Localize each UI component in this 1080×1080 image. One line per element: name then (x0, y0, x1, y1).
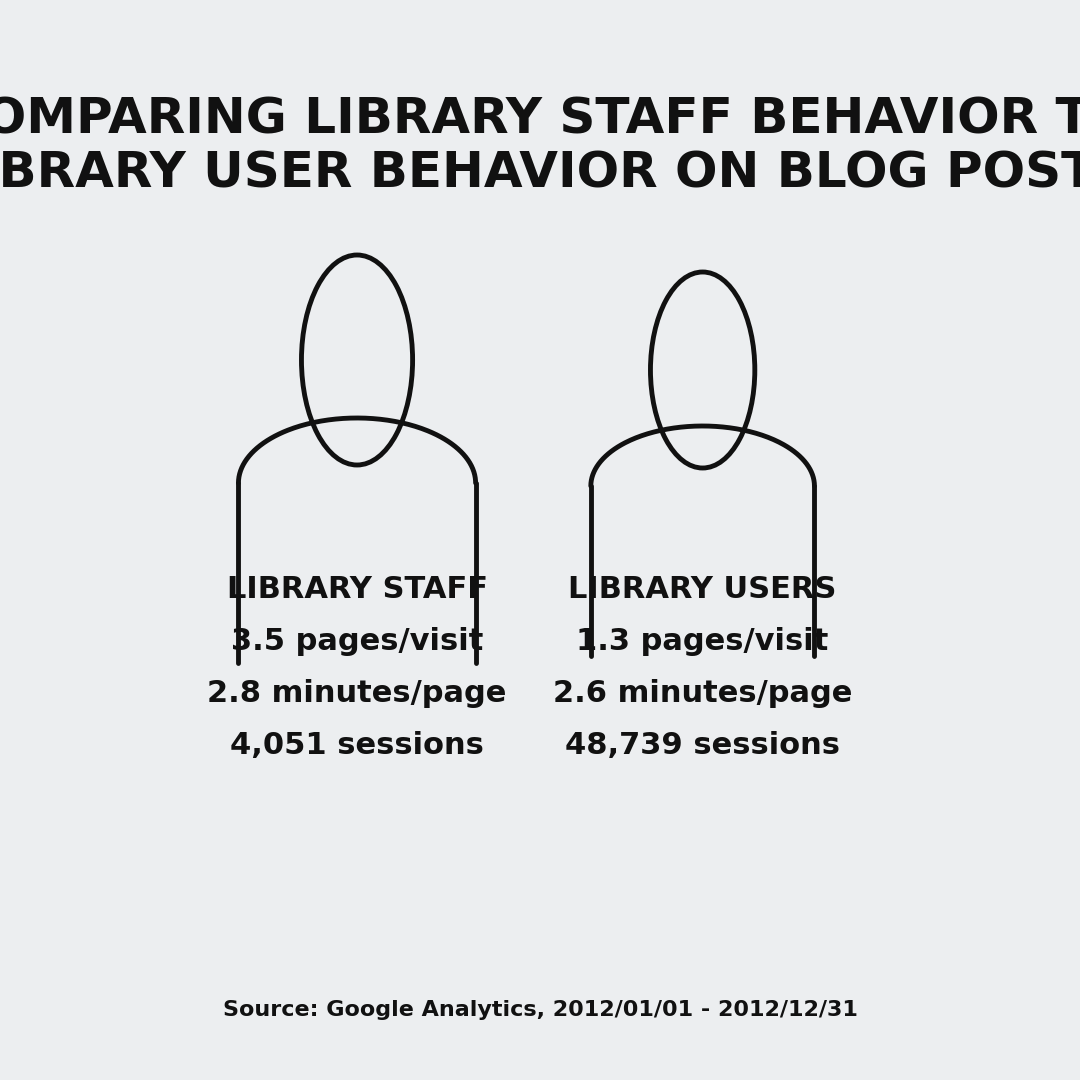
Text: COMPARING LIBRARY STAFF BEHAVIOR TO: COMPARING LIBRARY STAFF BEHAVIOR TO (0, 95, 1080, 143)
Text: LIBRARY USERS: LIBRARY USERS (568, 575, 837, 604)
Text: 48,739 sessions: 48,739 sessions (565, 731, 840, 760)
Text: Source: Google Analytics, 2012/01/01 - 2012/12/31: Source: Google Analytics, 2012/01/01 - 2… (222, 1000, 858, 1020)
Text: 2.6 minutes/page: 2.6 minutes/page (553, 679, 852, 708)
Text: LIBRARY USER BEHAVIOR ON BLOG POSTS: LIBRARY USER BEHAVIOR ON BLOG POSTS (0, 150, 1080, 198)
Text: 2.8 minutes/page: 2.8 minutes/page (207, 679, 507, 708)
Text: 1.3 pages/visit: 1.3 pages/visit (577, 627, 828, 656)
Text: 4,051 sessions: 4,051 sessions (230, 731, 484, 760)
Text: 3.5 pages/visit: 3.5 pages/visit (231, 627, 483, 656)
Text: LIBRARY STAFF: LIBRARY STAFF (227, 575, 487, 604)
